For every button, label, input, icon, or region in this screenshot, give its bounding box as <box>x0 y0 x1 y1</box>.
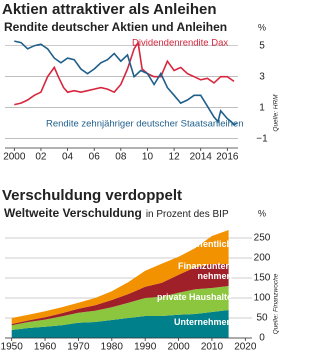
x-tick-label: 2014 <box>190 152 213 163</box>
y-tick-label: 3 <box>259 71 265 82</box>
x-tick-label: 1970 <box>67 342 90 352</box>
line <box>14 40 235 106</box>
subtitle: Rendite deutscher Aktien und Anleihen <box>4 20 227 34</box>
x-tick-label: 08 <box>115 152 127 163</box>
page: Aktien attraktiver als Anleihen Rendite d… <box>0 0 280 352</box>
series-label: Finanzunter- nehmen <box>178 261 232 281</box>
chart-title: Verschuldung verdoppelt <box>2 187 182 204</box>
x-tick-label: 12 <box>169 152 181 163</box>
x-tick-label: 1980 <box>101 342 124 352</box>
series-label: private Haushalte <box>156 292 232 302</box>
y-tick-label: 50 <box>256 313 268 324</box>
area <box>11 230 229 324</box>
subtitle: Weltweite Verschuldung <box>4 206 142 220</box>
x-tick-label: 1960 <box>34 342 57 352</box>
x-tick-label: 2020 <box>234 342 257 352</box>
area <box>11 310 229 338</box>
source: Quelle: Finanzwoche <box>273 273 280 334</box>
subtitle-note: in Prozent des BIP <box>146 209 229 220</box>
series-label: Dividendenrendite Dax <box>132 38 228 49</box>
line <box>14 40 238 126</box>
x-tick-label: 1990 <box>134 342 157 352</box>
x-tick-label: 04 <box>62 152 74 163</box>
x-tick-label: 02 <box>35 152 47 163</box>
y-tick-label: 1 <box>259 102 265 113</box>
series-label: Unternehmen <box>173 317 232 327</box>
x-tick-label: 10 <box>142 152 154 163</box>
y-tick-label: −1 <box>256 133 268 144</box>
y-tick-label: 100 <box>254 293 271 304</box>
x-tick-label: 2000 <box>167 342 190 352</box>
y-tick-label: 200 <box>254 253 271 264</box>
y-tick-label: 150 <box>254 273 271 284</box>
x-tick-label: 2000 <box>3 152 26 163</box>
x-tick-label: 1950 <box>1 342 24 352</box>
chart-subtitle: Rendite deutscher Aktien und Anleihen <box>4 20 227 34</box>
chart-title: Aktien attraktiver als Anleihen <box>2 1 217 18</box>
area <box>11 264 229 326</box>
series-label: Rendite zehnjähriger deutscher Staatsanl… <box>46 119 244 130</box>
y-tick-label: 5 <box>259 40 265 51</box>
x-tick-label: 2016 <box>216 152 239 163</box>
area <box>11 286 229 330</box>
x-tick-label: 2010 <box>201 342 224 352</box>
y-tick-label: 250 <box>254 233 271 244</box>
y-unit: % <box>258 22 266 32</box>
x-tick-label: 06 <box>89 152 101 163</box>
y-unit: % <box>258 208 266 218</box>
chart: Aktien attraktiver als Anleihen Rendite d… <box>1 1 280 352</box>
source: Quelle: HRM <box>273 94 280 132</box>
y-tick-label: 0 <box>259 333 265 344</box>
series-label: Öffentlich <box>190 239 232 249</box>
chart-subtitle: Weltweite Verschuldung in Prozent des BIP <box>4 206 229 220</box>
